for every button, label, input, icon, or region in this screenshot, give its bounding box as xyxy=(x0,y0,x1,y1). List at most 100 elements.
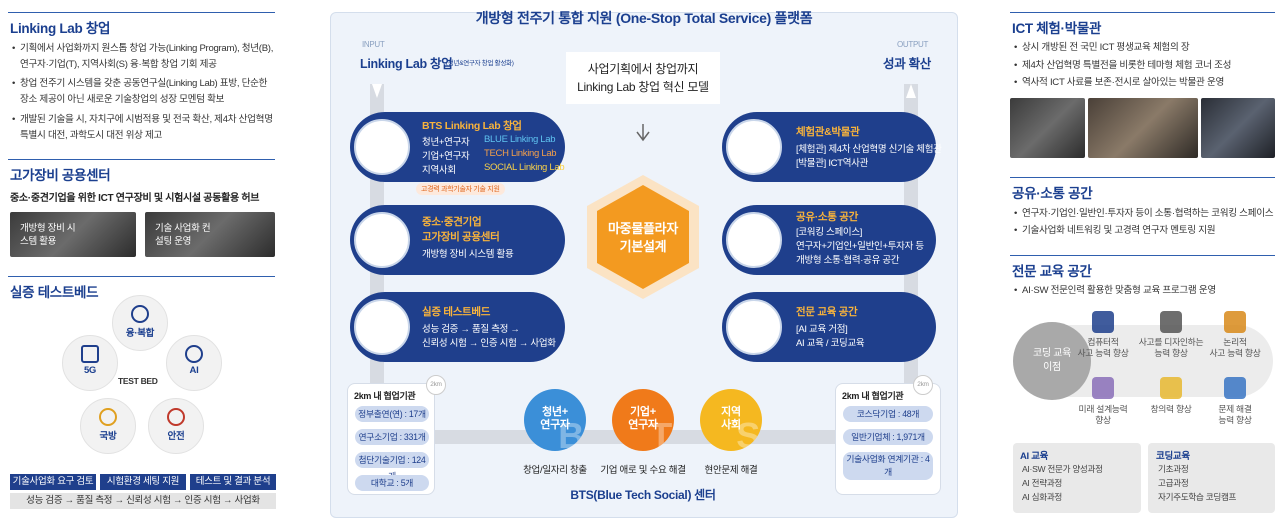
photo xyxy=(1201,98,1275,158)
item-line: 미래 설계능력 xyxy=(1078,404,1128,414)
bts-letter: S xyxy=(736,415,760,451)
subtitle: 중소·중견기업을 위한 ICT 연구장비 및 시험시설 공동활용 허브 xyxy=(10,193,260,204)
photo xyxy=(1088,98,1198,158)
box-title: 공유·소통 공간 xyxy=(796,211,858,223)
partner: 연구소기업 : 331개 xyxy=(355,429,429,445)
partner: 일반기업체 : 1,971개 xyxy=(843,429,933,445)
rule xyxy=(8,276,275,277)
tag: 고경력 과학기술자 기술 지원 xyxy=(416,183,505,195)
step: 기술사업화 요구 검토 xyxy=(10,474,96,490)
bts-label: 기업+ 연구자 xyxy=(612,406,674,432)
bullet: 개발된 기술을 시, 자치구에 시범적용 및 전국 확산, 제4차 산업혁명 특… xyxy=(12,112,275,144)
benefit-item: 미래 설계능력 향상 xyxy=(1063,404,1143,426)
step: 시험환경 세팅 지원 xyxy=(100,474,186,490)
bts-line: 지역 xyxy=(721,406,741,418)
bullet: AI·SW 전문인력 활용한 맞춤형 교육 프로그램 운영 xyxy=(1014,283,1277,299)
bts-circle: S 지역 사회 xyxy=(700,389,762,451)
course-item: AI·SW 전문가 양성과정 xyxy=(1022,464,1103,474)
section-title: ICT 체험·박물관 xyxy=(1012,21,1102,36)
field-circle: 융·복합 xyxy=(112,295,168,351)
step: 테스트 및 결과 분석 xyxy=(190,474,276,490)
bts-circle: B 청년+ 연구자 xyxy=(524,389,586,451)
icon xyxy=(185,345,203,363)
course-title: 코딩교육 xyxy=(1156,451,1190,462)
hub xyxy=(587,175,699,299)
bts-line: 청년+ xyxy=(542,406,568,418)
model-line: 사업기획에서 창업까지 xyxy=(587,62,699,76)
icon xyxy=(81,345,99,363)
bullet: 연구자·기업인·일반인·투자자 등이 소통·협력하는 코워킹 스페이스 xyxy=(1014,206,1277,222)
benefit-circle: 코딩 교육 이점 xyxy=(1013,322,1091,400)
item-line: 창의력 향상 xyxy=(1150,404,1192,414)
row-value: TECH Linking Lab xyxy=(484,148,557,159)
bts-line: 사회 xyxy=(721,419,741,431)
output-label: 성과 확산 xyxy=(883,57,931,71)
box-title: 체험관&박물관 xyxy=(796,126,860,138)
icon xyxy=(354,299,410,355)
partner: 정부출연(연) : 17개 xyxy=(355,406,429,422)
input-tag: INPUT xyxy=(362,40,385,49)
center-title: 개방형 전주기 통합 지원 (One-Stop Total Service) 플… xyxy=(475,10,813,26)
arrow xyxy=(636,124,650,142)
process: 성능 검증 → 품질 측정 → 신뢰성 시험 → 인증 시험 → 사업화 xyxy=(10,493,276,509)
input-note: (청년&연구자 창업 활성화) xyxy=(446,60,514,67)
partners-title: 2km 내 협업기관 xyxy=(354,391,416,401)
box-text: [코워킹 스페이스] xyxy=(796,227,863,238)
box-title: 고가장비 공용센터 xyxy=(422,231,500,243)
benefit-item: 창의력 향상 xyxy=(1131,404,1211,415)
output-tag: OUTPUT xyxy=(897,40,929,49)
field-circle: AI xyxy=(166,335,222,391)
benefit-line: 이점 xyxy=(1043,362,1061,373)
rule xyxy=(8,159,275,160)
course-box xyxy=(1148,443,1275,513)
section-title: 전문 교육 공간 xyxy=(1012,264,1092,279)
benefit-line: 코딩 교육 xyxy=(1032,348,1072,359)
bts-line: 연구자 xyxy=(628,419,658,431)
icon xyxy=(354,212,410,268)
photo xyxy=(10,212,136,257)
row-label: 기업+연구자 xyxy=(422,151,470,162)
course-item: 자기주도학습 코딩캠프 xyxy=(1158,492,1237,502)
icon xyxy=(726,212,782,268)
bullet: 기획에서 사업화까지 원스톱 창업 가능(Linking Program), 청… xyxy=(12,41,275,73)
field-label: 국방 xyxy=(99,431,117,442)
bts-title: BTS(Blue Tech Social) 센터 xyxy=(570,488,716,502)
item-line: 문제 해결 xyxy=(1218,404,1252,414)
icon xyxy=(1160,311,1182,333)
field-label: 융·복합 xyxy=(125,328,155,339)
icon xyxy=(1092,311,1114,333)
box-title: 전문 교육 공간 xyxy=(796,306,858,318)
row-value: BLUE Linking Lab xyxy=(484,134,556,145)
field-circle: 5G xyxy=(62,335,118,391)
partners-title: 2km 내 협업기관 xyxy=(842,391,904,401)
photo xyxy=(1010,98,1085,158)
hub-label: 마중물플라자 기본설계 xyxy=(583,220,703,256)
bullet: 상시 개방된 전 국민 ICT 평생교육 체험의 장 xyxy=(1014,40,1277,56)
item-line: 능력 향상 xyxy=(1154,348,1188,358)
photo-label: 기술 사업화 컨설팅 운영 xyxy=(155,223,211,247)
partner: 대학교 : 5개 xyxy=(355,475,429,491)
icon xyxy=(1224,311,1246,333)
hexagon xyxy=(597,185,689,289)
bts-line: 연구자 xyxy=(540,419,570,431)
rule xyxy=(8,12,275,13)
row-value: SOCIAL Linking Lab xyxy=(484,162,565,173)
icon xyxy=(726,299,782,355)
badge: 2km xyxy=(913,375,933,395)
box-text: AI 교육 / 코딩교육 xyxy=(796,338,865,349)
row-label: 청년+연구자 xyxy=(422,137,470,148)
box-text: [박물관] ICT역사관 xyxy=(796,158,869,169)
hub-line: 기본설계 xyxy=(619,239,667,254)
rule xyxy=(1010,177,1275,178)
testbed-center: TEST BED xyxy=(118,376,158,386)
course-item: 기초과정 xyxy=(1158,464,1189,474)
field-label: 5G xyxy=(83,365,97,376)
section-title: Linking Lab 창업 xyxy=(10,21,111,36)
hub-line: 마중물플라자 xyxy=(608,221,678,236)
photo-label: 개방형 장비 시스템 활용 xyxy=(20,223,76,247)
bts-caption: 현안문제 해결 xyxy=(704,465,758,476)
bts-circle: T 기업+ 연구자 xyxy=(612,389,674,451)
input-label: Linking Lab 창업 xyxy=(360,57,453,71)
box-text: 개방형 소통·협력·공유 공간 xyxy=(796,255,900,266)
